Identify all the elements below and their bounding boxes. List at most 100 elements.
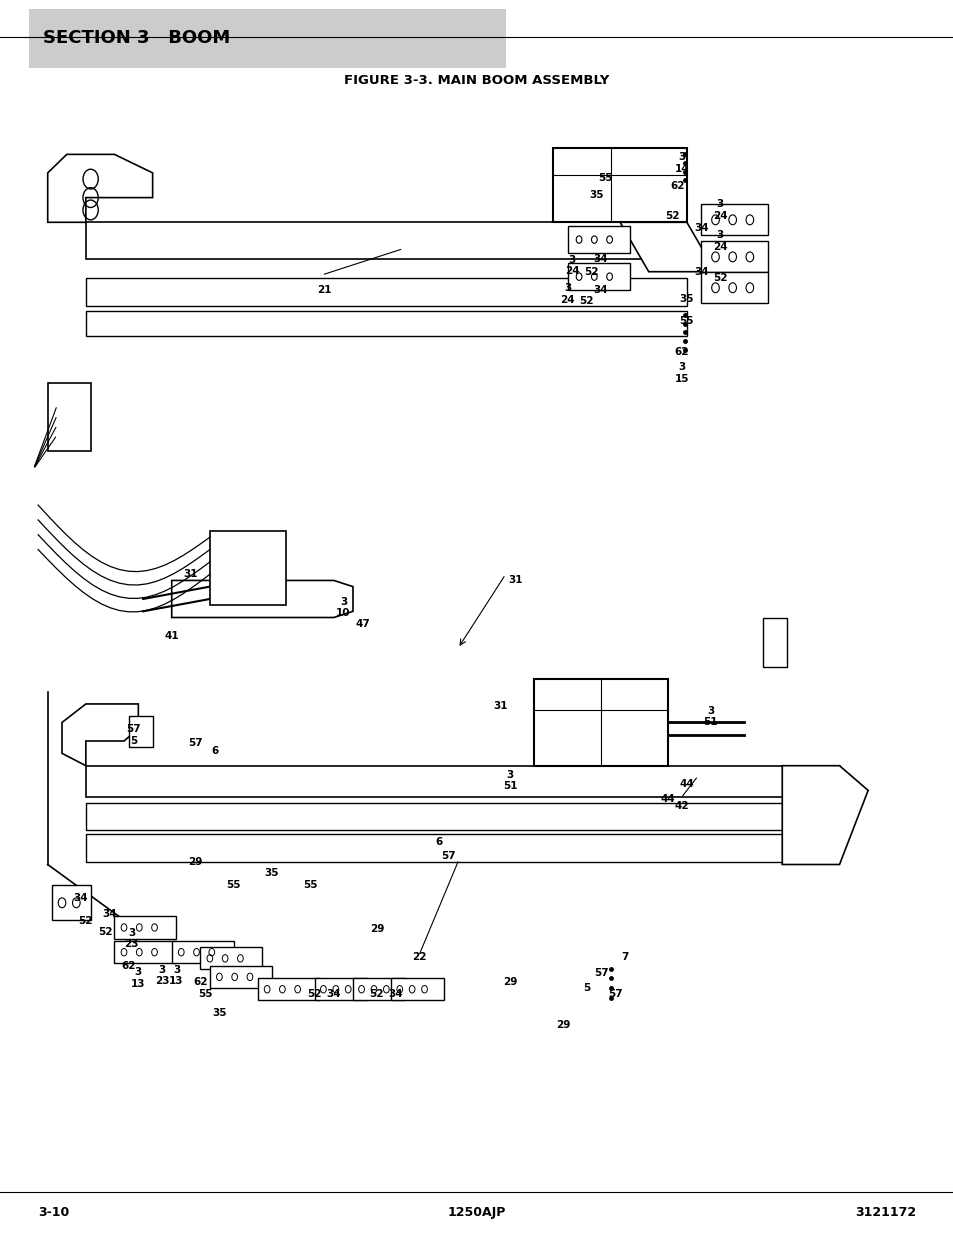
Text: 52: 52 bbox=[664, 211, 679, 221]
Text: 3
24: 3 24 bbox=[712, 230, 727, 252]
Polygon shape bbox=[86, 766, 839, 797]
Text: 29: 29 bbox=[369, 924, 384, 934]
Bar bbox=[210, 966, 272, 988]
Polygon shape bbox=[567, 226, 629, 253]
Text: 3
10: 3 10 bbox=[335, 597, 351, 619]
Bar bbox=[762, 618, 786, 667]
Text: 42: 42 bbox=[674, 802, 689, 811]
Bar bbox=[114, 941, 176, 963]
Text: 34: 34 bbox=[693, 224, 708, 233]
Text: 3
23: 3 23 bbox=[124, 927, 139, 950]
Bar bbox=[314, 978, 367, 1000]
Text: 44: 44 bbox=[659, 794, 675, 804]
Text: 35: 35 bbox=[212, 1008, 227, 1018]
Text: 3
51: 3 51 bbox=[502, 769, 517, 792]
Text: 62: 62 bbox=[193, 977, 208, 987]
Text: 3121172: 3121172 bbox=[854, 1207, 915, 1219]
Text: 7: 7 bbox=[620, 952, 628, 962]
Bar bbox=[210, 531, 286, 605]
Polygon shape bbox=[553, 148, 686, 222]
Text: 6: 6 bbox=[435, 837, 442, 847]
Text: 52: 52 bbox=[578, 296, 594, 306]
Text: 57: 57 bbox=[607, 989, 622, 999]
Text: 3
15: 3 15 bbox=[674, 362, 689, 384]
Text: 55: 55 bbox=[679, 316, 694, 326]
Text: 57: 57 bbox=[188, 739, 203, 748]
Polygon shape bbox=[86, 278, 686, 306]
Text: 35: 35 bbox=[679, 294, 694, 304]
Bar bbox=[114, 916, 176, 939]
Text: 1250AJP: 1250AJP bbox=[447, 1207, 506, 1219]
Text: 5: 5 bbox=[582, 983, 590, 993]
Text: 52: 52 bbox=[369, 989, 384, 999]
Bar bbox=[29, 9, 505, 68]
Text: 3
23: 3 23 bbox=[154, 965, 170, 987]
Text: 57: 57 bbox=[593, 968, 608, 978]
Polygon shape bbox=[172, 580, 353, 618]
Bar bbox=[391, 978, 443, 1000]
Text: 35: 35 bbox=[588, 190, 603, 200]
Text: 55: 55 bbox=[302, 881, 317, 890]
Polygon shape bbox=[567, 263, 629, 290]
Text: 31: 31 bbox=[493, 701, 508, 711]
Polygon shape bbox=[86, 834, 839, 862]
Text: 34: 34 bbox=[693, 267, 708, 277]
Text: 29: 29 bbox=[555, 1020, 570, 1030]
Polygon shape bbox=[86, 803, 839, 830]
Bar bbox=[129, 716, 152, 747]
Polygon shape bbox=[534, 679, 667, 766]
Text: 52: 52 bbox=[78, 916, 93, 926]
Polygon shape bbox=[619, 222, 715, 272]
Polygon shape bbox=[62, 704, 138, 766]
Text: 57
5: 57 5 bbox=[126, 724, 141, 746]
Text: 55: 55 bbox=[197, 989, 213, 999]
Text: 34: 34 bbox=[593, 285, 608, 295]
Text: 3-10: 3-10 bbox=[38, 1207, 70, 1219]
Text: 34: 34 bbox=[102, 909, 117, 919]
Polygon shape bbox=[86, 311, 686, 336]
Text: 62: 62 bbox=[121, 961, 136, 971]
Text: FIGURE 3-3. MAIN BOOM ASSEMBLY: FIGURE 3-3. MAIN BOOM ASSEMBLY bbox=[344, 74, 609, 86]
Bar bbox=[353, 978, 405, 1000]
Text: 34: 34 bbox=[73, 893, 89, 903]
Text: 34: 34 bbox=[326, 989, 341, 999]
Text: 44: 44 bbox=[679, 779, 694, 789]
Text: 34: 34 bbox=[388, 989, 403, 999]
Text: 62: 62 bbox=[669, 182, 684, 191]
Text: 29: 29 bbox=[188, 857, 203, 867]
Text: 35: 35 bbox=[264, 868, 279, 878]
Polygon shape bbox=[700, 204, 767, 235]
Text: 47: 47 bbox=[355, 619, 370, 629]
Text: 22: 22 bbox=[412, 952, 427, 962]
Polygon shape bbox=[781, 766, 867, 864]
Text: 3
24: 3 24 bbox=[712, 199, 727, 221]
Text: 55: 55 bbox=[598, 173, 613, 183]
Text: 55: 55 bbox=[226, 881, 241, 890]
Bar bbox=[200, 947, 262, 969]
Text: 3
24: 3 24 bbox=[564, 254, 579, 277]
Text: 6: 6 bbox=[211, 746, 218, 756]
Text: 41: 41 bbox=[164, 631, 179, 641]
Text: 29: 29 bbox=[502, 977, 517, 987]
Text: 21: 21 bbox=[316, 285, 332, 295]
Text: 3
13: 3 13 bbox=[169, 965, 184, 987]
Text: SECTION 3   BOOM: SECTION 3 BOOM bbox=[43, 30, 230, 47]
Text: 62: 62 bbox=[674, 347, 689, 357]
Text: 52: 52 bbox=[712, 273, 727, 283]
Bar bbox=[48, 383, 91, 451]
Text: 3
13: 3 13 bbox=[131, 967, 146, 989]
Bar bbox=[257, 978, 319, 1000]
Polygon shape bbox=[86, 222, 686, 259]
Text: 3
51: 3 51 bbox=[702, 705, 718, 727]
Text: 52: 52 bbox=[97, 927, 112, 937]
Text: 52: 52 bbox=[307, 989, 322, 999]
Text: 34: 34 bbox=[593, 254, 608, 264]
Polygon shape bbox=[700, 272, 767, 303]
Bar bbox=[172, 941, 233, 963]
Text: 57: 57 bbox=[440, 851, 456, 861]
Text: 3
14: 3 14 bbox=[674, 152, 689, 174]
Polygon shape bbox=[700, 241, 767, 272]
Polygon shape bbox=[48, 154, 152, 222]
Text: 3
24: 3 24 bbox=[559, 283, 575, 305]
Text: 31: 31 bbox=[183, 569, 198, 579]
